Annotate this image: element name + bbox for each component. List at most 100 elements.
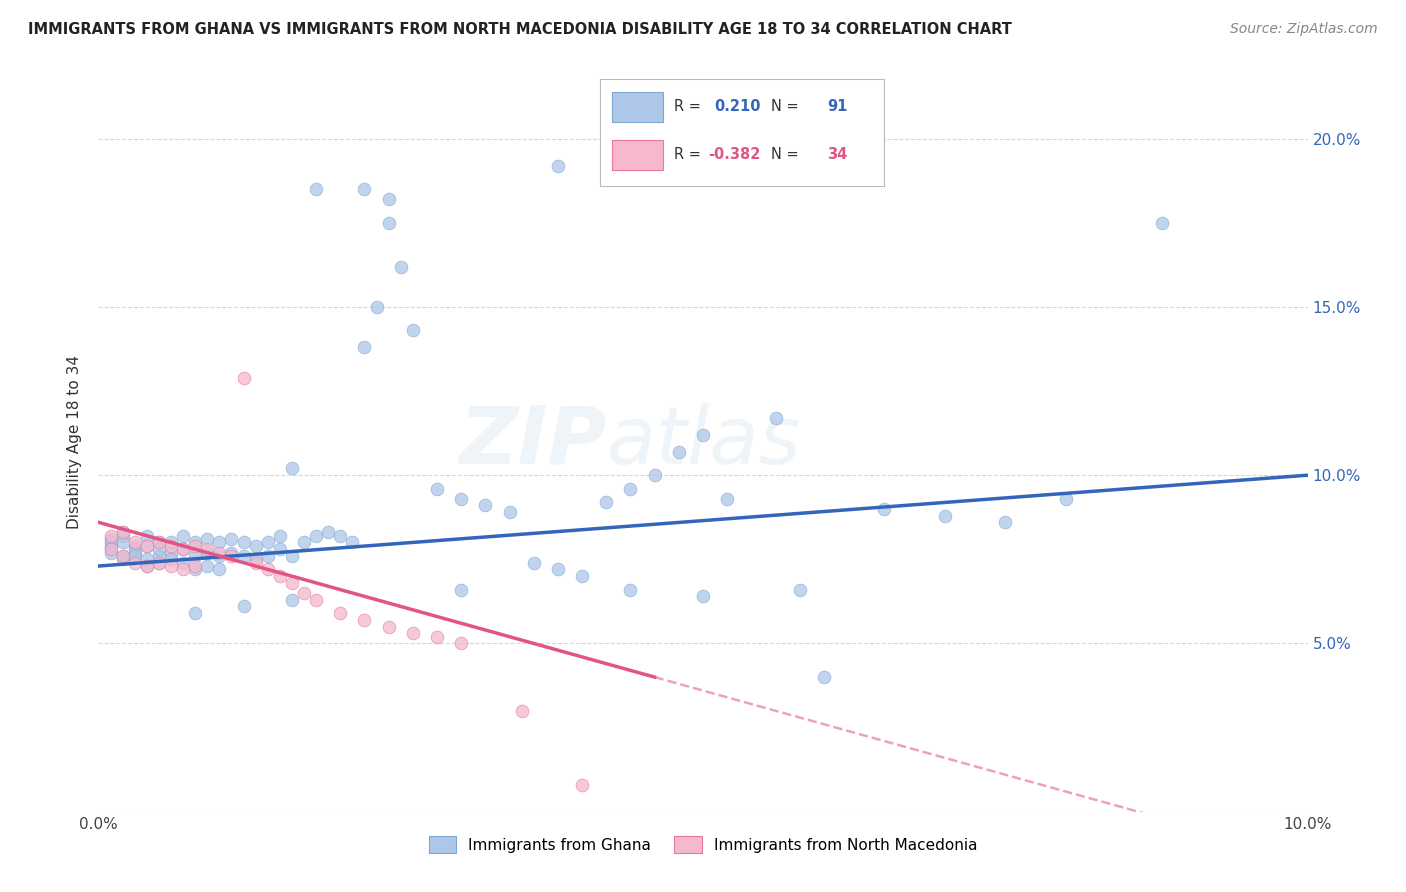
Point — [571, 778, 593, 792]
Point — [510, 704, 533, 718]
Point — [135, 552, 157, 566]
Point — [208, 562, 231, 576]
Point — [305, 592, 328, 607]
Point — [813, 670, 835, 684]
Point — [342, 535, 364, 549]
Point — [426, 630, 449, 644]
Point — [245, 556, 267, 570]
Point — [172, 542, 194, 557]
Point — [644, 468, 666, 483]
Point — [292, 586, 315, 600]
Point — [450, 582, 472, 597]
Point — [221, 549, 243, 563]
Point — [221, 532, 243, 546]
Point — [208, 545, 231, 560]
Point — [148, 549, 170, 563]
Point — [450, 491, 472, 506]
Point — [148, 556, 170, 570]
Point — [692, 590, 714, 604]
Point — [160, 545, 183, 560]
Point — [111, 549, 134, 563]
Point — [100, 545, 122, 560]
Point — [160, 539, 183, 553]
Point — [172, 529, 194, 543]
Point — [111, 552, 134, 566]
Point — [232, 599, 254, 614]
Point — [195, 559, 218, 574]
Point — [148, 535, 170, 549]
Point — [269, 542, 291, 557]
Point — [994, 516, 1017, 530]
Point — [305, 182, 328, 196]
Point — [148, 535, 170, 549]
Point — [232, 370, 254, 384]
Point — [195, 542, 218, 557]
Point — [172, 562, 194, 576]
Point — [740, 172, 762, 186]
Point — [100, 529, 122, 543]
Point — [281, 549, 304, 563]
Point — [208, 549, 231, 563]
Point — [619, 482, 641, 496]
Point — [619, 582, 641, 597]
Point — [135, 529, 157, 543]
Point — [124, 549, 146, 563]
Point — [377, 216, 399, 230]
Point — [305, 529, 328, 543]
Text: Source: ZipAtlas.com: Source: ZipAtlas.com — [1230, 22, 1378, 37]
Point — [195, 545, 218, 560]
Text: atlas: atlas — [606, 402, 801, 481]
Point — [353, 340, 375, 354]
Point — [100, 532, 122, 546]
Point — [160, 559, 183, 574]
Point — [353, 182, 375, 196]
Point — [184, 539, 207, 553]
Point — [269, 569, 291, 583]
Point — [765, 411, 787, 425]
Point — [111, 529, 134, 543]
Point — [256, 535, 278, 549]
Point — [124, 539, 146, 553]
Point — [124, 545, 146, 560]
Point — [547, 562, 569, 576]
Point — [135, 559, 157, 574]
Point — [135, 539, 157, 553]
Point — [934, 508, 956, 523]
Point — [184, 606, 207, 620]
Point — [124, 535, 146, 549]
Point — [124, 542, 146, 557]
Point — [498, 505, 520, 519]
Point — [377, 619, 399, 633]
Point — [148, 556, 170, 570]
Point — [124, 556, 146, 570]
Text: ZIP: ZIP — [458, 402, 606, 481]
Point — [377, 192, 399, 206]
Point — [1054, 491, 1077, 506]
Text: IMMIGRANTS FROM GHANA VS IMMIGRANTS FROM NORTH MACEDONIA DISABILITY AGE 18 TO 34: IMMIGRANTS FROM GHANA VS IMMIGRANTS FROM… — [28, 22, 1012, 37]
Point — [172, 556, 194, 570]
Point — [316, 525, 339, 540]
Point — [135, 559, 157, 574]
Point — [281, 461, 304, 475]
Point — [668, 444, 690, 458]
Point — [450, 636, 472, 650]
Point — [281, 592, 304, 607]
Point — [281, 575, 304, 590]
Point — [523, 556, 546, 570]
Point — [716, 491, 738, 506]
Point — [571, 569, 593, 583]
Point — [172, 542, 194, 557]
Point — [329, 606, 352, 620]
Point — [111, 525, 134, 540]
Point — [148, 542, 170, 557]
Point — [160, 535, 183, 549]
Point — [160, 552, 183, 566]
Point — [221, 545, 243, 560]
Point — [232, 549, 254, 563]
Point — [389, 260, 412, 274]
Point — [426, 482, 449, 496]
Point — [366, 300, 388, 314]
Point — [232, 535, 254, 549]
Point — [256, 562, 278, 576]
Point — [184, 559, 207, 574]
